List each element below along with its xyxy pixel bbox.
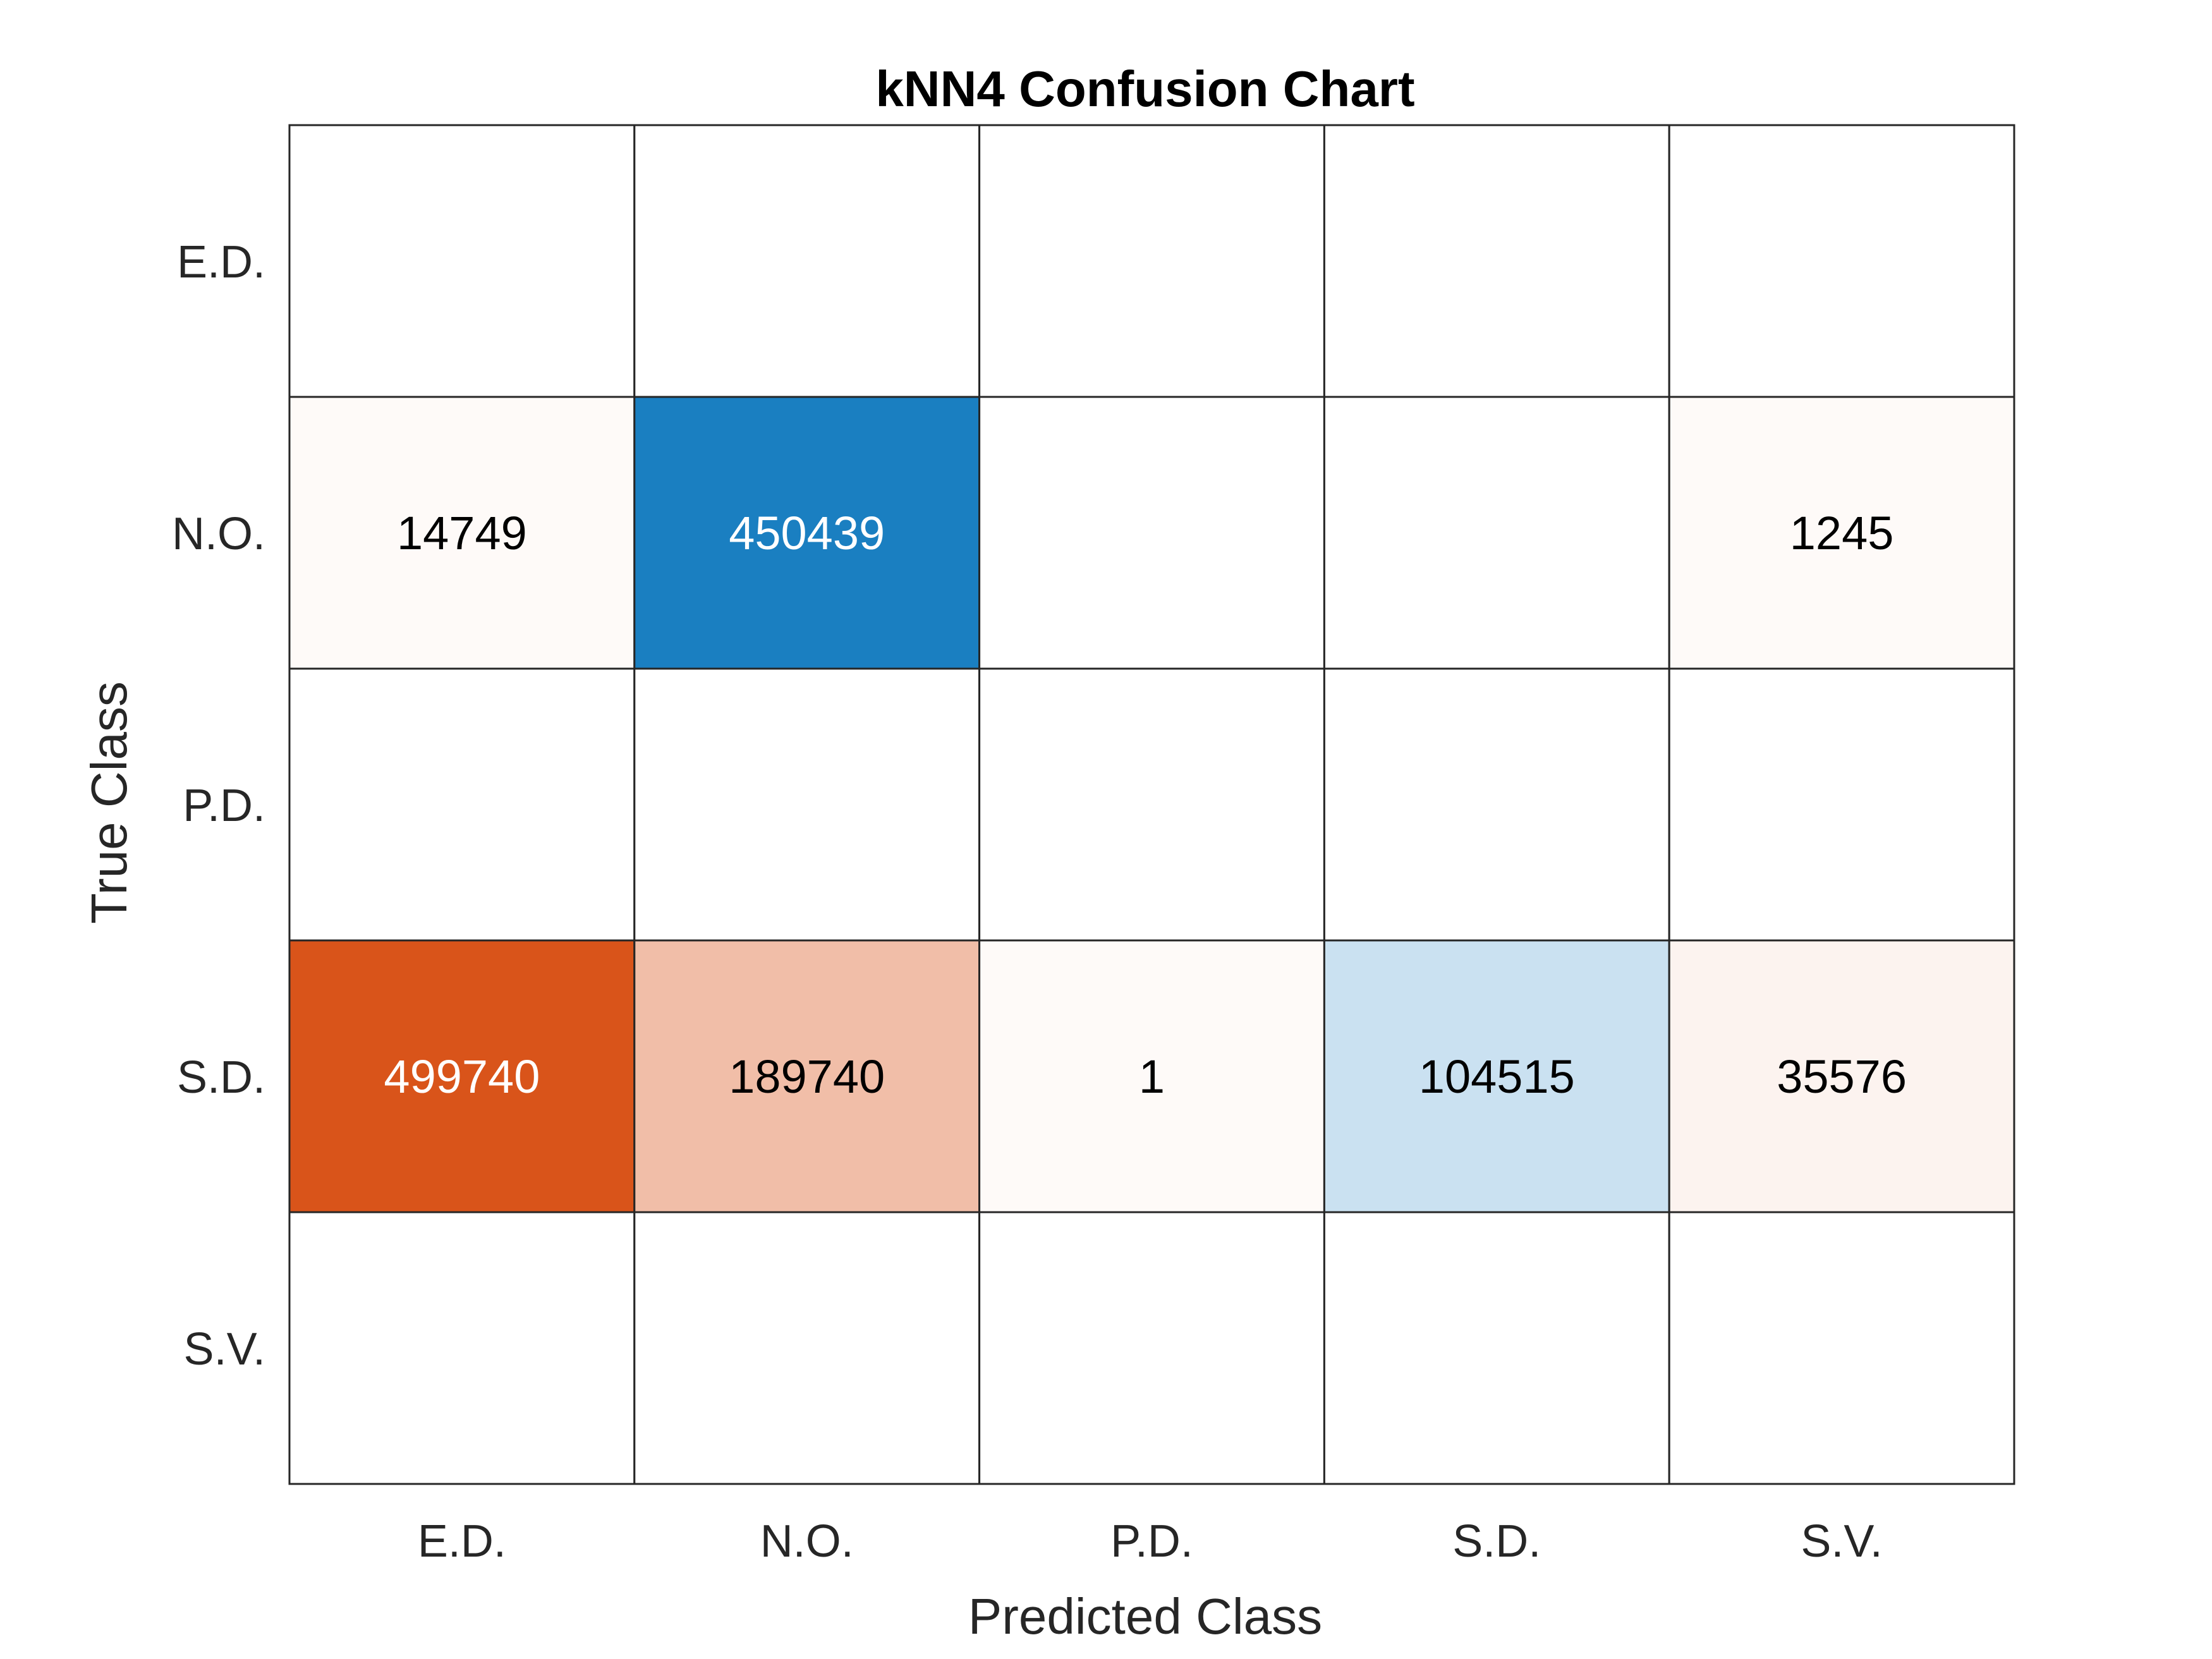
cell-P.D.-S.V. [1668, 667, 2015, 942]
x-tick-label: E.D. [418, 1516, 506, 1567]
cell-value-N.O.-N.O.: 450439 [729, 507, 885, 559]
matrix-cells: 14749 450439 1245 499740 189740 1 104515 35576 [288, 124, 2015, 1485]
cell-E.D.-S.V. [1668, 124, 2015, 398]
x-axis-label: Predicted Class [968, 1588, 1322, 1644]
cell-N.O.-S.D. [1323, 396, 1670, 670]
cell-N.O.-N.O. [633, 396, 981, 670]
cell-S.V.-S.V. [1668, 1211, 2015, 1485]
y-axis-label: True Class [81, 681, 137, 924]
cell-P.D.-S.D. [1323, 667, 1670, 942]
cell-value-S.D.-E.D.: 499740 [384, 1050, 540, 1103]
y-tick-label: S.D. [177, 1052, 265, 1103]
cell-value-S.D.-P.D.: 1 [1139, 1050, 1165, 1103]
cell-S.D.-S.D. [1323, 939, 1670, 1213]
y-tick-label: N.O. [172, 509, 265, 559]
cell-N.O.-S.V. [1668, 396, 2015, 670]
cell-E.D.-E.D. [288, 124, 636, 398]
cell-value-S.D.-S.V.: 35576 [1777, 1050, 1907, 1103]
cell-P.D.-E.D. [288, 667, 636, 942]
cell-value-N.O.-E.D.: 14749 [397, 507, 527, 559]
y-tick-label: E.D. [177, 237, 265, 288]
cell-S.D.-P.D. [978, 939, 1325, 1213]
chart-title: kNN4 Confusion Chart [875, 61, 1414, 117]
cell-S.D.-E.D. [288, 939, 636, 1213]
x-tick-label: N.O. [760, 1516, 854, 1567]
cell-S.V.-E.D. [288, 1211, 636, 1485]
cell-S.V.-P.D. [978, 1211, 1325, 1485]
cell-P.D.-P.D. [978, 667, 1325, 942]
cell-value-S.D.-N.O.: 189740 [729, 1050, 885, 1103]
cell-E.D.-N.O. [633, 124, 981, 398]
cell-S.D.-S.V. [1668, 939, 2015, 1213]
cell-S.D.-N.O. [633, 939, 981, 1213]
cell-value-N.O.-S.V.: 1245 [1790, 507, 1894, 559]
axis-ticks: E.D. N.O. P.D. S.D. S.V. E.D. N.O. P.D. S.D. S.V. [172, 237, 1883, 1567]
cell-E.D.-P.D. [978, 124, 1325, 398]
cell-S.V.-N.O. [633, 1211, 981, 1485]
x-tick-label: S.V. [1801, 1516, 1882, 1567]
x-tick-label: S.D. [1452, 1516, 1541, 1567]
y-tick-label: S.V. [184, 1324, 265, 1375]
cell-S.V.-S.D. [1323, 1211, 1670, 1485]
cell-value-S.D.-S.D.: 104515 [1419, 1050, 1575, 1103]
cell-P.D.-N.O. [633, 667, 981, 942]
x-tick-label: P.D. [1110, 1516, 1193, 1567]
cell-E.D.-S.D. [1323, 124, 1670, 398]
cell-N.O.-P.D. [978, 396, 1325, 670]
y-tick-label: P.D. [183, 781, 265, 831]
cell-N.O.-E.D. [288, 396, 636, 670]
